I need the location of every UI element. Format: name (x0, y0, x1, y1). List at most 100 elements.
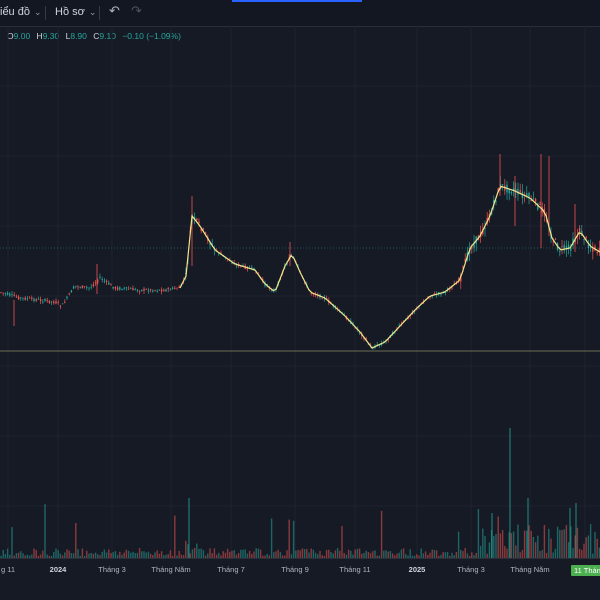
candle-body (336, 308, 339, 309)
volume-bar (561, 529, 563, 558)
volume-bar (453, 555, 455, 558)
candle-body (493, 200, 495, 204)
candle-body (101, 279, 103, 280)
volume-bar (589, 524, 592, 558)
volume-bar (2, 549, 4, 558)
high-value: 9.30 (42, 31, 60, 41)
candle-body (567, 244, 570, 249)
volume-bar (127, 550, 130, 558)
volume-bar (413, 555, 416, 558)
candle-body (70, 290, 73, 293)
volume-bar (466, 553, 469, 558)
volume-bar (563, 529, 565, 558)
volume-bar (446, 551, 449, 558)
volume-bar (72, 553, 75, 558)
volume-bar (165, 554, 167, 558)
candle-body (198, 221, 200, 224)
candle-body (2, 292, 4, 294)
price-chart[interactable] (0, 26, 600, 558)
volume-bar (110, 553, 112, 558)
candle-body (99, 276, 101, 278)
candle-body (231, 262, 233, 264)
volume-bar (119, 551, 121, 558)
volume-bar (180, 554, 183, 558)
volume-bar (435, 550, 438, 558)
time-axis-label: Tháng 7 (217, 565, 245, 574)
chart-menu-button[interactable]: iểu đồ ⌄ (0, 0, 42, 26)
candle-body (398, 325, 400, 327)
volume-bar (350, 550, 352, 558)
volume-bar (484, 535, 486, 558)
volume-bar (226, 548, 229, 558)
time-axis-label: g 11 (0, 565, 16, 574)
volume-bar (145, 552, 147, 558)
volume-bar (491, 513, 493, 558)
volume-bar (411, 555, 414, 558)
candle-body (132, 288, 134, 291)
candle-body (42, 301, 44, 303)
candle-body (598, 247, 600, 253)
moving-average-line (179, 185, 600, 349)
candle-body (273, 290, 275, 292)
volume-bar (594, 532, 596, 558)
candle-body (303, 282, 306, 284)
volume-bar (464, 548, 466, 558)
volume-bar (325, 549, 328, 558)
candle-body (196, 218, 198, 221)
candle-body (158, 289, 161, 291)
volume-bar (59, 553, 62, 558)
volume-bar (246, 553, 249, 558)
redo-icon[interactable]: ↷ (131, 3, 142, 18)
candle-body (554, 239, 557, 241)
volume-bar (143, 551, 145, 558)
volume-bar (541, 549, 543, 558)
volume-bar (405, 554, 407, 558)
time-axis-label: 2024 (49, 565, 67, 574)
undo-icon[interactable]: ↶ (109, 3, 120, 18)
volume-bar (308, 552, 310, 558)
volume-bar (332, 553, 334, 558)
volume-bar (363, 552, 365, 558)
volume-bar (26, 554, 29, 558)
candle-body (444, 292, 447, 294)
profile-menu-button[interactable]: Hồ sơ ⌄ (55, 0, 96, 26)
top-toolbar: iểu đồ ⌄ Hồ sơ ⌄ ↶ ↷ (0, 0, 600, 27)
candle-body (136, 289, 139, 291)
volume-bar (321, 555, 323, 558)
volume-bar (433, 549, 436, 558)
volume-bar (317, 554, 319, 558)
volume-bar (75, 522, 77, 558)
candle-body (433, 293, 436, 295)
volume-bar (187, 544, 189, 558)
candle-body (31, 297, 33, 299)
volume-bar (17, 552, 20, 558)
volume-bar (372, 551, 374, 558)
candle-body (141, 289, 143, 292)
chart-menu-label: iểu đồ (0, 6, 30, 18)
candle-body (57, 302, 59, 303)
volume-bar (101, 551, 103, 558)
volume-bar (394, 555, 396, 558)
candle-body (314, 294, 317, 296)
candle-body (471, 246, 473, 249)
candle-body (589, 247, 592, 248)
volume-bar (585, 537, 587, 558)
volume-bar (354, 549, 356, 558)
candle-body (431, 295, 433, 297)
volume-bar (581, 549, 583, 558)
candle-body (532, 198, 535, 200)
candle-body (28, 297, 31, 299)
candle-body (218, 253, 220, 255)
candle-body (539, 203, 541, 205)
candle-body (490, 210, 493, 215)
volume-bar (578, 548, 581, 558)
volume-bar (134, 552, 136, 558)
volume-bar (292, 520, 295, 558)
close-label: C (93, 31, 100, 41)
candle-body (59, 305, 62, 307)
candle-body (545, 219, 548, 221)
candle-body (125, 287, 128, 289)
volume-bars (0, 428, 600, 558)
time-axis-label: Tháng 3 (98, 565, 126, 574)
volume-bar (352, 554, 354, 558)
